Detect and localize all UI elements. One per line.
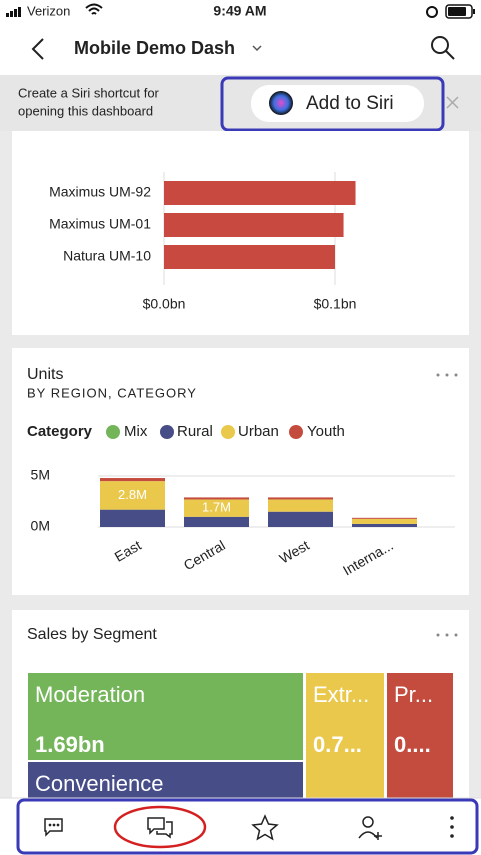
y-tick-label: Maximus UM-92	[49, 184, 151, 200]
tile-value: 1.69bn	[35, 732, 105, 757]
treemap: Moderation 1.69bn Convenience Extr... 0.7...…	[28, 673, 453, 798]
bar	[164, 213, 344, 237]
back-button[interactable]	[31, 38, 44, 60]
x-tick-label: $0.1bn	[314, 296, 357, 312]
legend-marker	[221, 425, 235, 439]
share-button[interactable]	[358, 816, 382, 840]
bar	[164, 245, 335, 269]
x-tick-label: $0.0bn	[143, 296, 186, 312]
legend-label: Youth	[307, 423, 345, 440]
y-tick-label: Maximus UM-01	[49, 216, 151, 232]
legend-marker	[289, 425, 303, 439]
banner-text: opening this dashboard	[18, 103, 153, 118]
search-button[interactable]	[431, 36, 455, 60]
card-subtitle: BY REGION, CATEGORY	[27, 385, 197, 400]
annotation-box	[16, 798, 479, 855]
wifi-icon	[85, 3, 103, 15]
bar-segment	[268, 497, 333, 500]
carrier: Verizon	[27, 3, 70, 18]
card-title: Units	[27, 366, 63, 383]
top-area	[0, 0, 481, 75]
bar-segment	[184, 516, 249, 527]
y-tick-label: Natura UM-10	[63, 248, 151, 264]
tile-name: Extr...	[313, 682, 369, 707]
bar-segment	[100, 509, 165, 527]
alarm-icon	[426, 6, 438, 18]
bar-segment	[352, 517, 417, 519]
legend-label: Mix	[124, 423, 148, 440]
bar-segment	[184, 497, 249, 500]
treemap-tile	[28, 762, 303, 798]
y-tick-label: 0M	[31, 518, 50, 534]
legend-title: Category	[27, 423, 93, 440]
dynamic-content: $0.0bn $0.1bn Maximus UM-92 Maximus UM-01 Na…	[28, 172, 455, 798]
tile-name: Convenience	[35, 771, 163, 796]
comment-button[interactable]	[44, 818, 63, 837]
annotation-ellipse	[113, 805, 207, 849]
treemap-tile	[387, 673, 453, 798]
bar-segment	[352, 523, 417, 527]
bar-segment	[268, 511, 333, 527]
favorite-button[interactable]	[251, 814, 279, 841]
legend-marker	[160, 425, 174, 439]
dashboard-title[interactable]: Mobile Demo Dash	[74, 38, 235, 58]
bar-segment	[100, 478, 165, 482]
more-menu[interactable]	[436, 373, 458, 377]
tile-name: Moderation	[35, 682, 145, 707]
more-button[interactable]	[450, 816, 454, 838]
conversations-button[interactable]	[147, 817, 173, 839]
data-label: 2.8M	[118, 487, 147, 502]
bar-segment	[100, 481, 165, 510]
clock: 9:49 AM	[213, 3, 266, 19]
legend-label: Rural	[177, 423, 213, 440]
add-to-siri-button[interactable]	[251, 85, 424, 122]
annotation-box	[220, 76, 445, 132]
units-card[interactable]	[12, 348, 469, 595]
title-chevron[interactable]	[252, 45, 262, 52]
button-label[interactable]: Add to Siri	[306, 93, 394, 114]
tile-value: 0....	[394, 732, 431, 757]
close-banner[interactable]	[446, 96, 459, 109]
treemap-tile	[28, 673, 303, 760]
tile-value: 0.7...	[313, 732, 362, 757]
y-tick-label: 5M	[31, 467, 50, 483]
card-title: Sales by Segment	[27, 626, 157, 643]
more-menu[interactable]	[436, 633, 458, 637]
toolbar	[0, 798, 481, 855]
legend-marker	[106, 425, 120, 439]
bar-segment	[184, 499, 249, 517]
signal	[6, 7, 21, 17]
siri-orb	[269, 91, 293, 115]
legend-label: Urban	[238, 423, 279, 440]
treemap-tile	[306, 673, 384, 798]
banner-text: Create a Siri shortcut for	[18, 85, 160, 100]
tile-name: Pr...	[394, 682, 433, 707]
bar-segment	[352, 518, 417, 524]
bar-segment	[268, 499, 333, 512]
battery	[445, 4, 475, 19]
bar	[164, 181, 356, 205]
data-label: 1.7M	[202, 500, 231, 515]
